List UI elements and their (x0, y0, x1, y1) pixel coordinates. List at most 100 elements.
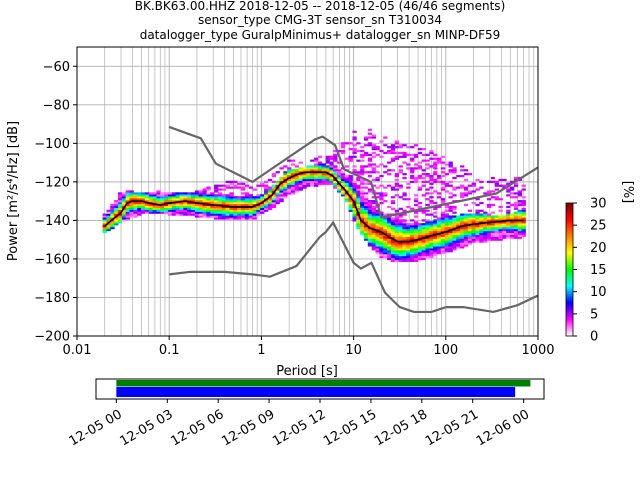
histogram-cell (406, 153, 411, 156)
histogram-cell (460, 184, 465, 187)
histogram-cell (417, 161, 423, 164)
histogram-cell (383, 194, 388, 197)
histogram-cell (352, 148, 357, 151)
histogram-cell (125, 215, 130, 218)
histogram-cell (506, 188, 511, 191)
histogram-cell (333, 186, 338, 189)
histogram-cell (398, 223, 403, 226)
histogram-cell (367, 219, 373, 222)
histogram-cell (367, 132, 373, 135)
histogram-cell (506, 225, 511, 228)
histogram-cell (429, 192, 434, 195)
histogram-cell (252, 205, 257, 209)
histogram-cell (264, 196, 269, 199)
histogram-cell (229, 194, 234, 197)
histogram-cell (229, 198, 234, 201)
histogram-cell (517, 200, 523, 203)
histogram-cell (490, 234, 496, 237)
histogram-cell (433, 230, 438, 234)
histogram-cell (167, 194, 173, 197)
histogram-cell (513, 228, 519, 232)
histogram-cell (102, 228, 107, 232)
histogram-cell (287, 169, 292, 172)
histogram-cell (217, 194, 223, 197)
histogram-cell (413, 200, 419, 203)
histogram-cell (437, 180, 442, 183)
histogram-cell (433, 250, 438, 253)
histogram-cell (298, 171, 303, 174)
histogram-cell (214, 207, 219, 210)
histogram-cell (294, 184, 300, 187)
histogram-cell (390, 259, 396, 262)
histogram-cell (179, 213, 184, 216)
histogram-cell (521, 230, 526, 234)
histogram-cell (479, 223, 484, 226)
histogram-cell (444, 221, 449, 224)
histogram-cell (513, 217, 519, 220)
histogram-cell (121, 198, 127, 201)
histogram-cell (321, 173, 326, 176)
histogram-cell (367, 225, 373, 228)
histogram-cell (198, 203, 203, 207)
histogram-cell (421, 230, 426, 234)
histogram-cell (148, 209, 154, 212)
histogram-cell (475, 178, 480, 182)
histogram-cell (467, 240, 473, 243)
histogram-cell (448, 192, 453, 195)
histogram-cell (352, 136, 357, 139)
histogram-cell (452, 234, 457, 237)
histogram-cell (248, 200, 253, 203)
histogram-cell (294, 186, 300, 189)
histogram-cell (486, 238, 492, 241)
plot-background (77, 47, 538, 336)
histogram-cell (494, 223, 499, 226)
histogram-cell (421, 250, 426, 253)
histogram-cell (490, 180, 496, 183)
histogram-cell (433, 165, 438, 168)
histogram-cell (413, 228, 419, 232)
histogram-cell (360, 146, 365, 149)
histogram-cell (379, 211, 384, 214)
histogram-cell (187, 201, 192, 205)
histogram-cell (210, 200, 215, 203)
histogram-cell (421, 176, 426, 180)
histogram-cell (456, 240, 461, 243)
histogram-cell (133, 205, 138, 209)
histogram-cell (221, 194, 227, 197)
histogram-cell (363, 215, 369, 218)
histogram-cell (333, 149, 338, 153)
histogram-cell (513, 207, 519, 210)
histogram-cell (110, 209, 115, 212)
histogram-cell (367, 157, 373, 160)
histogram-cell (498, 238, 503, 241)
histogram-cell (363, 192, 369, 195)
histogram-cell (125, 211, 130, 214)
y-tick-label: −200 (34, 330, 70, 345)
histogram-cell (394, 223, 400, 226)
histogram-cell (360, 232, 365, 235)
histogram-cell (371, 169, 376, 172)
histogram-cell (179, 205, 184, 209)
histogram-cell (194, 207, 200, 210)
histogram-cell (160, 207, 165, 210)
histogram-cell (367, 230, 373, 234)
histogram-cell (471, 240, 476, 243)
histogram-cell (375, 171, 380, 174)
histogram-cell (360, 171, 365, 174)
median-curve (104, 171, 524, 243)
histogram-cell (206, 207, 211, 210)
histogram-cell (252, 207, 257, 210)
histogram-cell (260, 209, 265, 212)
histogram-cell (517, 190, 523, 193)
histogram-cell (279, 176, 284, 180)
histogram-cell (510, 236, 515, 239)
histogram-cell (387, 234, 392, 237)
histogram-cell (287, 174, 292, 178)
histogram-cell (375, 213, 380, 216)
histogram-cell (356, 186, 361, 189)
histogram-cell (406, 259, 411, 262)
histogram-cell (506, 201, 511, 205)
histogram-cell (110, 223, 115, 226)
histogram-cell (356, 196, 361, 199)
histogram-cell (413, 153, 419, 156)
